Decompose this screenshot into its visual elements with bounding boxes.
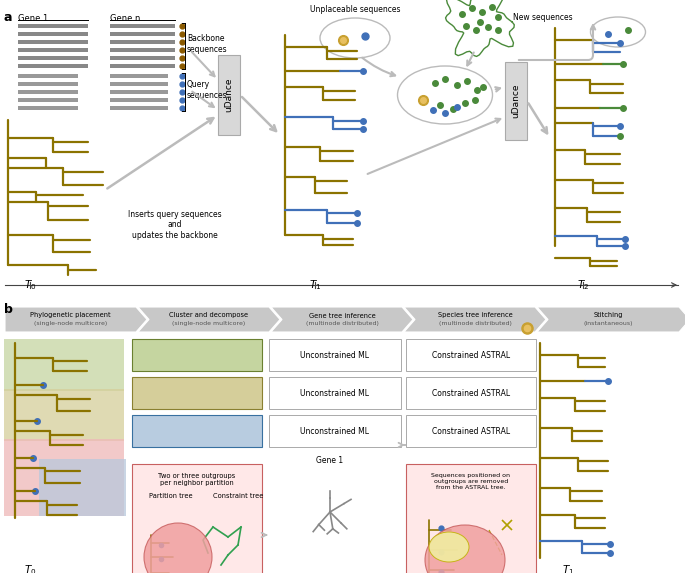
FancyBboxPatch shape (269, 377, 401, 409)
Ellipse shape (425, 525, 505, 573)
Bar (110, 98, 168, 102)
Text: Species tree inference: Species tree inference (438, 312, 512, 319)
FancyBboxPatch shape (4, 389, 124, 441)
Text: a: a (4, 11, 12, 24)
Text: New sequences: New sequences (513, 13, 573, 22)
Bar (18, 106, 58, 110)
Ellipse shape (320, 18, 390, 58)
Bar (18, 56, 88, 60)
FancyBboxPatch shape (132, 339, 262, 371)
Bar (18, 82, 78, 86)
Text: (multinode distributed): (multinode distributed) (438, 321, 512, 326)
Text: Gene 1: Gene 1 (18, 14, 48, 23)
FancyBboxPatch shape (4, 439, 124, 516)
Text: Constrained ASTRAL: Constrained ASTRAL (432, 426, 510, 435)
Text: (instantaneous): (instantaneous) (583, 321, 633, 326)
Bar (18, 48, 88, 52)
Bar (18, 32, 88, 36)
Polygon shape (271, 307, 413, 332)
Bar (18, 64, 88, 68)
Polygon shape (404, 307, 546, 332)
Text: Gene 1: Gene 1 (316, 456, 344, 465)
Bar (18, 74, 78, 78)
Bar (18, 24, 88, 28)
FancyBboxPatch shape (505, 62, 527, 140)
FancyBboxPatch shape (406, 377, 536, 409)
Bar (110, 90, 168, 94)
Text: $T_1$: $T_1$ (562, 563, 574, 573)
Text: Partition tree: Partition tree (149, 493, 192, 499)
Polygon shape (445, 0, 514, 56)
Bar (110, 56, 175, 60)
FancyBboxPatch shape (4, 339, 124, 391)
Polygon shape (5, 307, 147, 332)
FancyBboxPatch shape (132, 464, 262, 573)
Bar (110, 82, 168, 86)
Text: Constrained ASTRAL: Constrained ASTRAL (432, 351, 510, 359)
Text: Unconstrained ML: Unconstrained ML (301, 388, 369, 398)
Text: uDance: uDance (225, 78, 234, 112)
Ellipse shape (590, 17, 645, 47)
Text: $T_0$: $T_0$ (24, 278, 36, 292)
Text: Cluster and decompose: Cluster and decompose (169, 312, 249, 319)
Text: Unconstrained ML: Unconstrained ML (301, 426, 369, 435)
FancyBboxPatch shape (269, 415, 401, 447)
FancyBboxPatch shape (269, 339, 401, 371)
Text: Phylogenetic placement: Phylogenetic placement (30, 312, 111, 319)
Bar (18, 90, 78, 94)
Text: $T_0$: $T_0$ (24, 563, 36, 573)
Bar (110, 48, 175, 52)
Text: (single-node multicore): (single-node multicore) (34, 321, 107, 326)
Bar (110, 64, 175, 68)
Bar (110, 74, 168, 78)
FancyBboxPatch shape (218, 55, 240, 135)
FancyBboxPatch shape (406, 415, 536, 447)
FancyBboxPatch shape (406, 464, 536, 573)
Polygon shape (537, 307, 685, 332)
Bar (18, 98, 78, 102)
Bar (110, 40, 175, 44)
Text: $T_2$: $T_2$ (577, 278, 589, 292)
Ellipse shape (144, 523, 212, 573)
Ellipse shape (429, 532, 469, 562)
Polygon shape (138, 307, 280, 332)
Bar (110, 106, 168, 110)
Text: b: b (4, 303, 13, 316)
Text: Sequences positioned on
outgroups are removed
from the ASTRAL tree.: Sequences positioned on outgroups are re… (432, 473, 510, 489)
Text: (single-node multicore): (single-node multicore) (173, 321, 246, 326)
Text: Unplaceable sequences: Unplaceable sequences (310, 5, 400, 14)
Text: Stitching: Stitching (593, 312, 623, 319)
Bar (18, 40, 88, 44)
FancyBboxPatch shape (406, 339, 536, 371)
Text: Inserts query sequences
and
updates the backbone: Inserts query sequences and updates the … (128, 210, 222, 240)
Text: uDance: uDance (512, 84, 521, 118)
Bar (110, 24, 175, 28)
Ellipse shape (397, 66, 493, 124)
Text: $T_1$: $T_1$ (309, 278, 321, 292)
FancyBboxPatch shape (132, 415, 262, 447)
Text: Constrained ASTRAL: Constrained ASTRAL (432, 388, 510, 398)
Text: Query
sequences: Query sequences (187, 80, 227, 100)
FancyBboxPatch shape (132, 377, 262, 409)
Text: Backbone
sequences: Backbone sequences (187, 34, 227, 54)
Text: Two or three outgroups
per neighbor partition: Two or three outgroups per neighbor part… (158, 473, 236, 486)
Text: Gene tree inference: Gene tree inference (309, 312, 375, 319)
Text: Gene n: Gene n (110, 14, 140, 23)
Bar (18, 106, 78, 110)
FancyBboxPatch shape (39, 459, 126, 516)
Text: Unconstrained ML: Unconstrained ML (301, 351, 369, 359)
Bar (110, 32, 175, 36)
Text: (multinode distributed): (multinode distributed) (306, 321, 378, 326)
Text: Constraint tree: Constraint tree (213, 493, 263, 499)
